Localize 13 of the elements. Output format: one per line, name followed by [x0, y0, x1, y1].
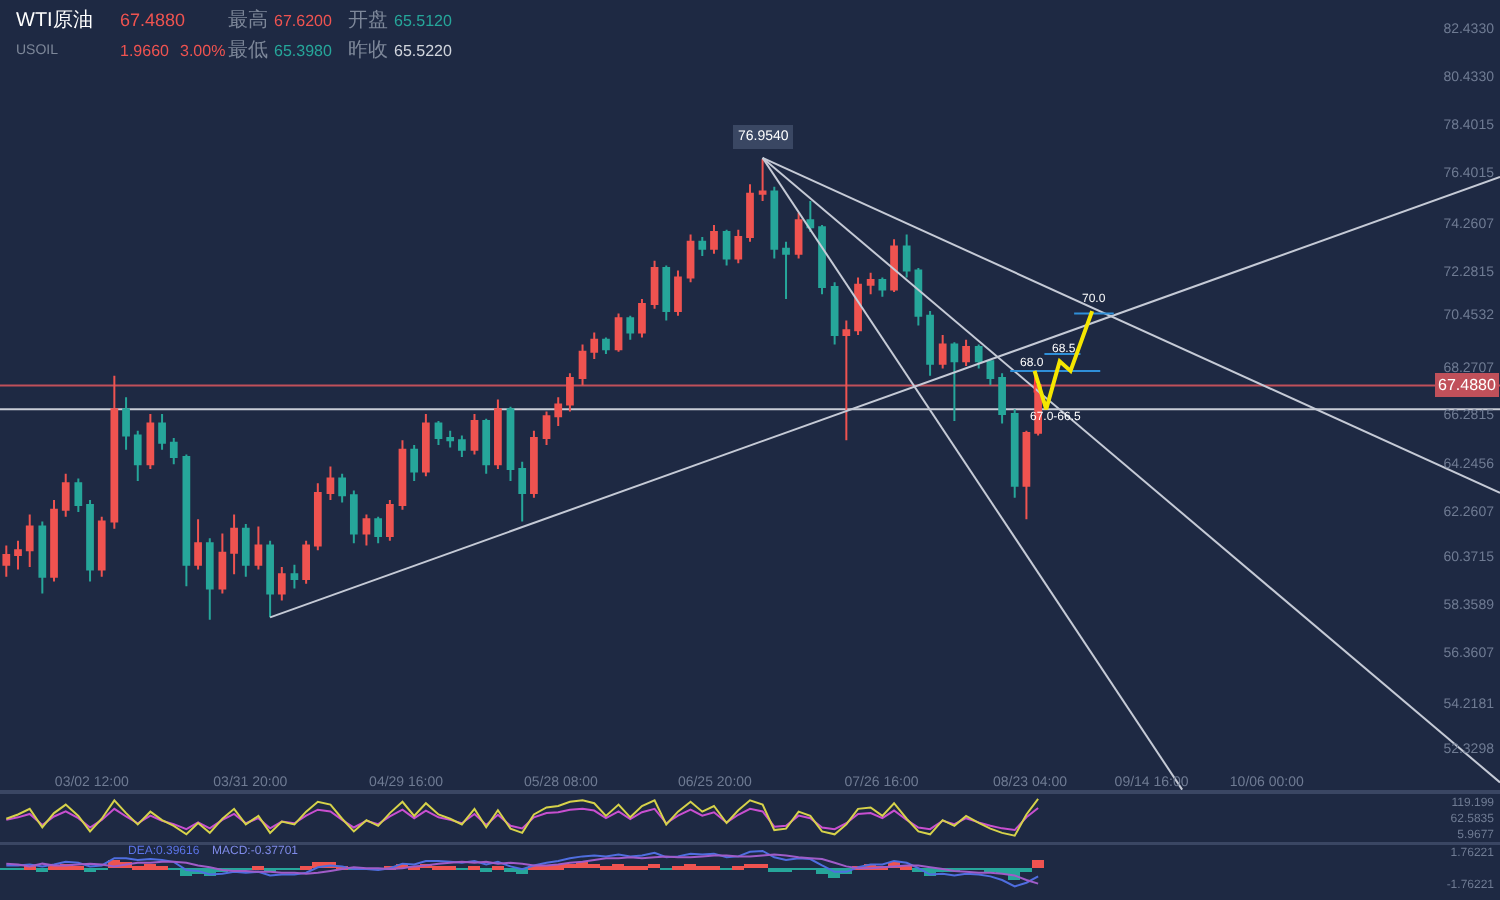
annotation: 65.5120	[394, 12, 453, 30]
annotation: 67.4880	[120, 10, 186, 30]
annotation: 67.6200	[274, 12, 333, 30]
annotation: 3.00%	[180, 42, 226, 60]
annotation: 1.9660	[120, 42, 171, 60]
annotation: 最低	[228, 40, 268, 62]
annotation: WTI原油	[16, 8, 93, 32]
annotation: 昨收	[348, 38, 388, 62]
annotation: 最高	[228, 8, 268, 32]
annotation: 65.3980	[274, 42, 333, 60]
annotation: 65.5220	[394, 42, 453, 60]
annotation: 开盘	[348, 8, 388, 32]
ref-line-label: 67.4880	[1438, 376, 1497, 394]
